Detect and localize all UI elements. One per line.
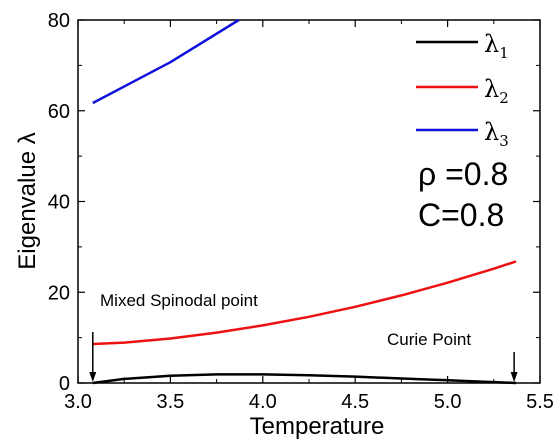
series-line-lambda-3 (92, 18, 240, 105)
x-axis-title: Temperature (250, 413, 385, 439)
x-tick-label: 4.5 (341, 391, 369, 413)
annotation-arrow-head (89, 372, 97, 382)
series-layer (92, 18, 517, 385)
legend-label-lambda-1: λ1 (484, 30, 509, 62)
y-tick-label: 0 (59, 373, 70, 395)
y-tick-label: 60 (48, 101, 70, 123)
param-c: C=0.8 (418, 197, 504, 233)
x-tick-label: 4.0 (249, 391, 277, 413)
tick-labels: 3.0 3.5 4.0 4.5 5.0 5.5 0 20 40 60 80 (48, 10, 553, 413)
x-tick-label: 5.0 (434, 391, 462, 413)
y-tick-label: 20 (48, 282, 70, 304)
x-tick-label: 5.5 (526, 391, 553, 413)
x-tick-label: 3.5 (156, 391, 184, 413)
series-line-lambda-1 (92, 373, 517, 385)
axis-ticks (77, 19, 541, 384)
legend: λ1 λ2 λ3 (416, 30, 509, 150)
legend-label-lambda-2: λ2 (484, 75, 509, 107)
annotation-curie-point: Curie Point (387, 330, 471, 349)
annotation-arrow-head (510, 372, 518, 382)
annotation-layer (89, 332, 518, 382)
series-line-lambda-2 (92, 260, 517, 346)
y-tick-label: 80 (48, 10, 70, 32)
x-tick-label: 3.0 (64, 391, 92, 413)
annotation-mixed-spinodal: Mixed Spinodal point (100, 291, 258, 310)
y-axis-title: Eigenvalue λ (14, 132, 41, 269)
param-rho: ρ =0.8 (418, 156, 508, 192)
y-tick-label: 40 (48, 192, 70, 214)
legend-label-lambda-3: λ3 (484, 118, 509, 150)
